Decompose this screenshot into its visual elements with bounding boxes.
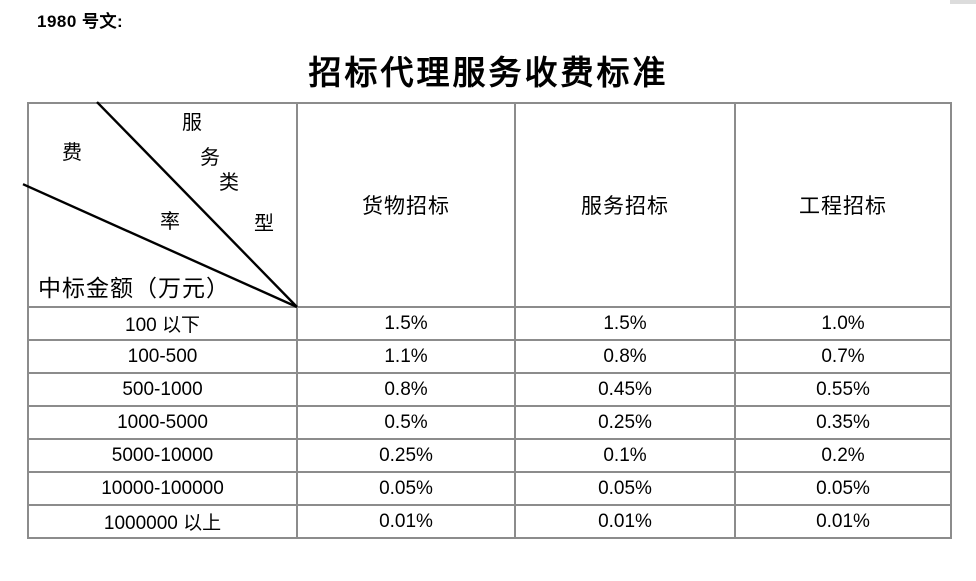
rate-cell: 0.55% [734, 372, 952, 407]
rate-cell: 1.0% [734, 306, 952, 341]
column-header-goods: 货物招标 [296, 102, 516, 308]
rate-cell: 0.25% [514, 405, 736, 440]
rate-cell: 0.8% [514, 339, 736, 374]
diagonal-split-header-cell: 服 务 类 型 费 率 中标金额（万元） [22, 101, 298, 309]
fee-rate-char-2: 率 [160, 211, 180, 233]
rate-cell: 1.5% [296, 306, 516, 341]
rate-cell: 0.05% [734, 471, 952, 506]
table-row: 1000000 以上 0.01% 0.01% 0.01% [27, 504, 952, 539]
amount-cell: 100-500 [27, 339, 298, 374]
rate-cell: 0.01% [734, 504, 952, 539]
service-type-char-2: 务 [200, 147, 220, 169]
amount-cell: 10000-100000 [27, 471, 298, 506]
amount-axis-label: 中标金额（万元） [38, 276, 230, 301]
fee-rate-char-1: 费 [62, 142, 82, 164]
table-row: 5000-10000 0.25% 0.1% 0.2% [27, 438, 952, 473]
amount-cell: 1000-5000 [27, 405, 298, 440]
column-header-works: 工程招标 [734, 102, 952, 308]
page-title: 招标代理服务收费标准 [308, 56, 669, 92]
rate-cell: 0.7% [734, 339, 952, 374]
rate-cell: 0.25% [296, 438, 516, 473]
rate-cell: 0.05% [296, 471, 516, 506]
service-type-char-4: 型 [254, 213, 274, 235]
table-body: 100 以下 1.5% 1.5% 1.0% 100-500 1.1% 0.8% … [27, 306, 952, 539]
service-type-char-1: 服 [182, 112, 202, 134]
amount-cell: 1000000 以上 [27, 504, 298, 539]
table-header: 服 务 类 型 费 率 中标金额（万元） 货物招标 服务招标 工程招标 [22, 101, 952, 309]
header-row: 服 务 类 型 费 率 中标金额（万元） 货物招标 服务招标 工程招标 [22, 101, 952, 309]
rate-cell: 1.5% [514, 306, 736, 341]
service-type-char-3: 类 [219, 172, 239, 194]
rate-cell: 0.35% [734, 405, 952, 440]
table-row: 500-1000 0.8% 0.45% 0.55% [27, 372, 952, 407]
column-header-services: 服务招标 [514, 102, 736, 308]
rate-cell: 0.1% [514, 438, 736, 473]
amount-cell: 500-1000 [27, 372, 298, 407]
rate-cell: 0.05% [514, 471, 736, 506]
doc-reference-number: 1980 号文: [37, 12, 124, 31]
fee-standard-table: 服 务 类 型 费 率 中标金额（万元） 货物招标 服务招标 工程招标 100 … [22, 101, 952, 539]
table-row: 1000-5000 0.5% 0.25% 0.35% [27, 405, 952, 440]
diagonal-lines [22, 101, 298, 309]
amount-cell: 5000-10000 [27, 438, 298, 473]
rate-cell: 1.1% [296, 339, 516, 374]
top-edge-artifact [950, 0, 976, 4]
rate-cell: 0.2% [734, 438, 952, 473]
rate-cell: 0.5% [296, 405, 516, 440]
rate-cell: 0.01% [296, 504, 516, 539]
table-row: 100 以下 1.5% 1.5% 1.0% [27, 306, 952, 341]
rate-cell: 0.45% [514, 372, 736, 407]
table-row: 100-500 1.1% 0.8% 0.7% [27, 339, 952, 374]
rate-cell: 0.01% [514, 504, 736, 539]
rate-cell: 0.8% [296, 372, 516, 407]
table-row: 10000-100000 0.05% 0.05% 0.05% [27, 471, 952, 506]
amount-cell: 100 以下 [27, 306, 298, 341]
